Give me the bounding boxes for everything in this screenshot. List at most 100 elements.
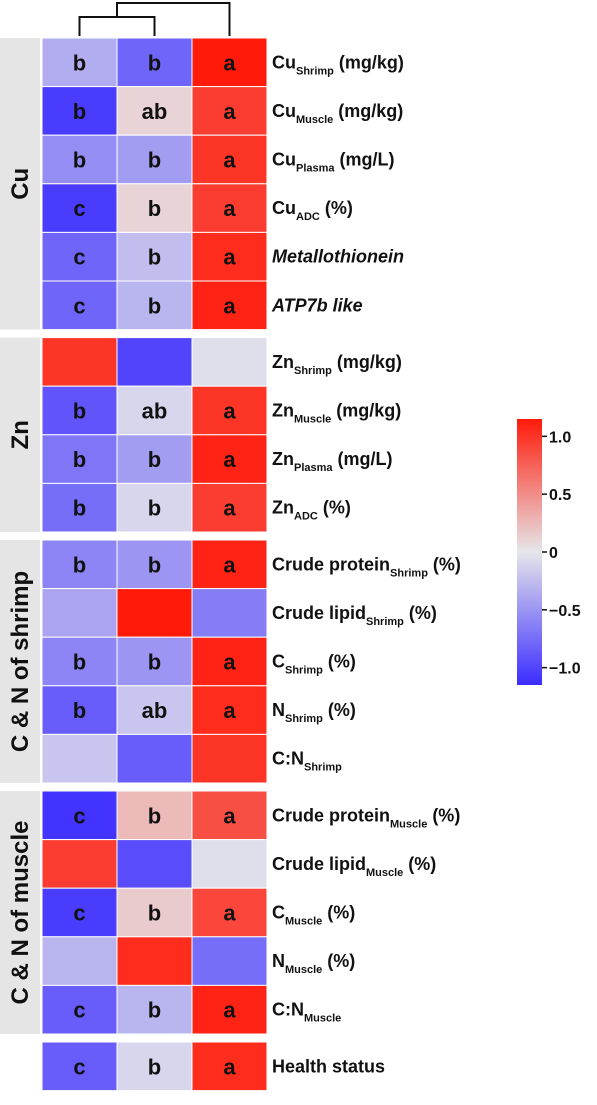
significance-letter: b: [73, 496, 86, 521]
row-labels: CuShrimp (mg/kg) CuMuscle (mg/kg) CuPlasma…: [271, 52, 461, 1076]
heatmap-cell: [191, 685, 268, 735]
legend-tick-label: 1.0: [549, 429, 571, 446]
significance-letter: ab: [142, 399, 168, 424]
significance-letter: b: [73, 50, 86, 75]
group-band: [0, 337, 40, 532]
column-label: C0: [65, 1101, 93, 1105]
significance-letter: a: [223, 50, 236, 75]
significance-letter: b: [73, 399, 86, 424]
row-label: ATP7b like: [271, 295, 363, 315]
significance-letter: b: [73, 552, 86, 577]
significance-letter: a: [223, 293, 236, 318]
significance-letter: a: [223, 1054, 236, 1079]
heatmap-cell: [191, 887, 268, 938]
significance-letter: b: [148, 901, 161, 926]
heatmap-cell: [116, 539, 193, 590]
significance-letter: b: [73, 148, 86, 173]
heatmap-cell: [191, 984, 268, 1035]
heatmap-cell: [116, 482, 193, 533]
row-label: CShrimp (%): [272, 652, 356, 677]
significance-letter: c: [73, 803, 85, 828]
heatmap-cell: [116, 280, 193, 331]
significance-letter: ab: [142, 99, 168, 124]
legend-tick-label: 0: [549, 545, 558, 562]
heatmap-cell: [116, 984, 193, 1035]
significance-letter: b: [148, 293, 161, 318]
heatmap-cell: [41, 790, 118, 841]
heatmap-cell: [116, 636, 193, 687]
significance-letter: b: [148, 552, 161, 577]
row-label: Crude proteinMuscle (%): [272, 805, 460, 830]
heatmap-cell: [191, 936, 268, 986]
significance-letter: a: [223, 552, 236, 577]
significance-letter: a: [223, 496, 236, 521]
heatmap-cell: [116, 588, 193, 638]
group-label: C & N of shrimp: [7, 571, 34, 752]
significance-letter: a: [223, 447, 236, 472]
row-label: Health status: [272, 1056, 385, 1076]
significance-letter: b: [148, 245, 161, 270]
significance-letter: b: [148, 650, 161, 675]
significance-letter: a: [223, 196, 236, 221]
heatmap-cell: [41, 37, 118, 88]
row-label: C:NShrimp: [272, 749, 342, 774]
heatmap-cell: [41, 86, 118, 136]
legend-tick-label: 0.5: [549, 487, 571, 504]
heatmap-cell: [191, 183, 268, 233]
legend-colorbar: [517, 419, 542, 685]
column-label: S30: [135, 1101, 174, 1105]
heatmap-cell: [116, 337, 193, 387]
heatmap-cell: [41, 280, 118, 331]
heatmap-cell: [41, 839, 118, 889]
group-label: Cu: [7, 168, 34, 200]
significance-letter: a: [223, 245, 236, 270]
significance-letter: b: [148, 148, 161, 173]
heatmap-cell: [191, 636, 268, 687]
significance-letter: b: [148, 496, 161, 521]
legend-tick-label: −0.5: [549, 603, 581, 620]
heatmap-cell: [41, 134, 118, 185]
heatmap-cell: [191, 280, 268, 331]
significance-letter: b: [148, 50, 161, 75]
significance-letter: b: [148, 803, 161, 828]
row-label: ZnShrimp (mg/kg): [272, 352, 402, 377]
heatmap-cell: [116, 385, 193, 436]
heatmap-cell: [116, 183, 193, 233]
color-legend: 1.0 0.5 0 −0.5 −1.0: [517, 419, 581, 685]
row-label: ZnADC (%): [272, 498, 351, 523]
group-band: [0, 791, 40, 1034]
row-label: Crude lipidMuscle (%): [272, 854, 436, 879]
heatmap-cell: [191, 839, 268, 889]
heatmap-cell: [191, 134, 268, 185]
significance-letter: a: [223, 998, 236, 1023]
row-label: C:NMuscle: [272, 1000, 341, 1025]
heatmap-cell: [116, 839, 193, 889]
row-label: Crude proteinShrimp (%): [272, 554, 461, 579]
heatmap-cell: [191, 733, 268, 784]
dendrogram-branch: [116, 2, 231, 36]
significance-letter: ab: [142, 698, 168, 723]
group-label: Zn: [7, 420, 34, 449]
significance-letter: c: [73, 245, 85, 270]
significance-letter: a: [223, 650, 236, 675]
significance-letter: b: [73, 650, 86, 675]
significance-letter: b: [148, 447, 161, 472]
row-label: CuMuscle (mg/kg): [272, 101, 403, 126]
row-label: Metallothionein: [272, 247, 404, 267]
row-label: CuShrimp (mg/kg): [272, 52, 404, 77]
significance-letter: c: [73, 998, 85, 1023]
significance-letter: a: [223, 901, 236, 926]
column-labels: C0 S30 O30: [65, 1101, 250, 1105]
heatmap-cell: [41, 337, 118, 387]
heatmap-cell: [116, 37, 193, 88]
heatmap-cell: [191, 588, 268, 638]
column-label: O30: [209, 1101, 251, 1105]
heatmap-cells: b b ab ab ab b ac b ac b ac b ab ab ab b ab b ab b ab b ab ab ac…: [41, 37, 268, 1092]
significance-letter: c: [73, 1054, 85, 1079]
heatmap-cell: [191, 337, 268, 387]
row-label: CuADC (%): [272, 198, 353, 223]
row-label: ZnMuscle (mg/kg): [272, 401, 401, 426]
heatmap-cell: [116, 936, 193, 986]
significance-letter: c: [73, 901, 85, 926]
